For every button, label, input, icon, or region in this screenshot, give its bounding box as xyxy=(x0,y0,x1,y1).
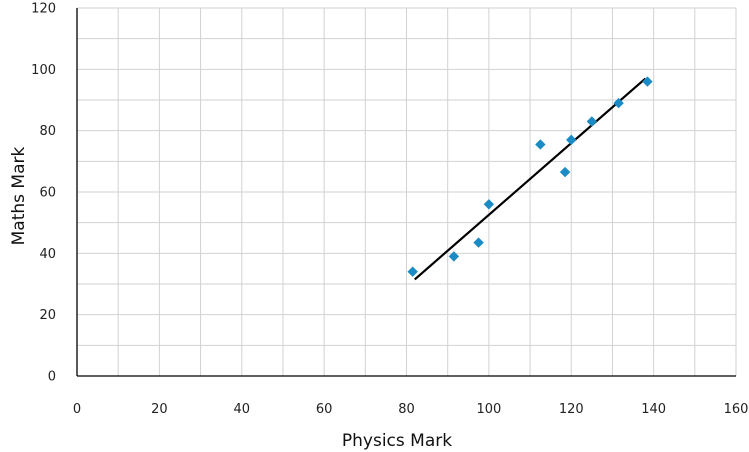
x-tick-label: 20 xyxy=(151,402,168,417)
trendline-group xyxy=(414,77,647,281)
data-point xyxy=(566,134,577,146)
data-point xyxy=(407,266,418,277)
grid xyxy=(77,7,737,376)
x-tick-label: 100 xyxy=(476,402,501,417)
y-tick-label: 20 xyxy=(39,308,56,323)
data-point xyxy=(473,237,484,248)
x-tick-label: 0 xyxy=(73,402,81,417)
y-tick-label: 40 xyxy=(39,247,56,262)
trendline xyxy=(414,77,647,281)
data-point xyxy=(535,139,546,150)
x-axis-title: Physics Mark xyxy=(342,431,452,451)
data-point xyxy=(448,251,460,262)
y-axis-title: Maths Mark xyxy=(9,146,29,245)
data-point xyxy=(586,116,598,127)
x-tick-label: 120 xyxy=(559,402,584,417)
x-tick-labels: 0 20 40 60 80 100 120 140 160 xyxy=(73,402,749,417)
y-tick-label: 120 xyxy=(31,2,56,17)
data-point xyxy=(483,199,495,210)
y-tick-label: 60 xyxy=(39,186,56,201)
data-point xyxy=(642,76,653,87)
y-tick-label: 80 xyxy=(39,124,56,139)
y-tick-label: 0 xyxy=(48,370,56,385)
x-tick-label: 40 xyxy=(233,402,250,417)
x-tick-label: 160 xyxy=(724,402,749,417)
data-point xyxy=(559,166,571,178)
data-point xyxy=(613,97,624,109)
x-tick-label: 140 xyxy=(641,402,666,417)
axes xyxy=(76,8,736,377)
x-tick-label: 80 xyxy=(398,402,415,417)
y-tick-labels: 0 20 40 60 80 100 120 xyxy=(31,2,56,385)
x-tick-label: 60 xyxy=(316,402,333,417)
y-tick-label: 100 xyxy=(31,63,56,78)
data-points xyxy=(407,76,653,277)
